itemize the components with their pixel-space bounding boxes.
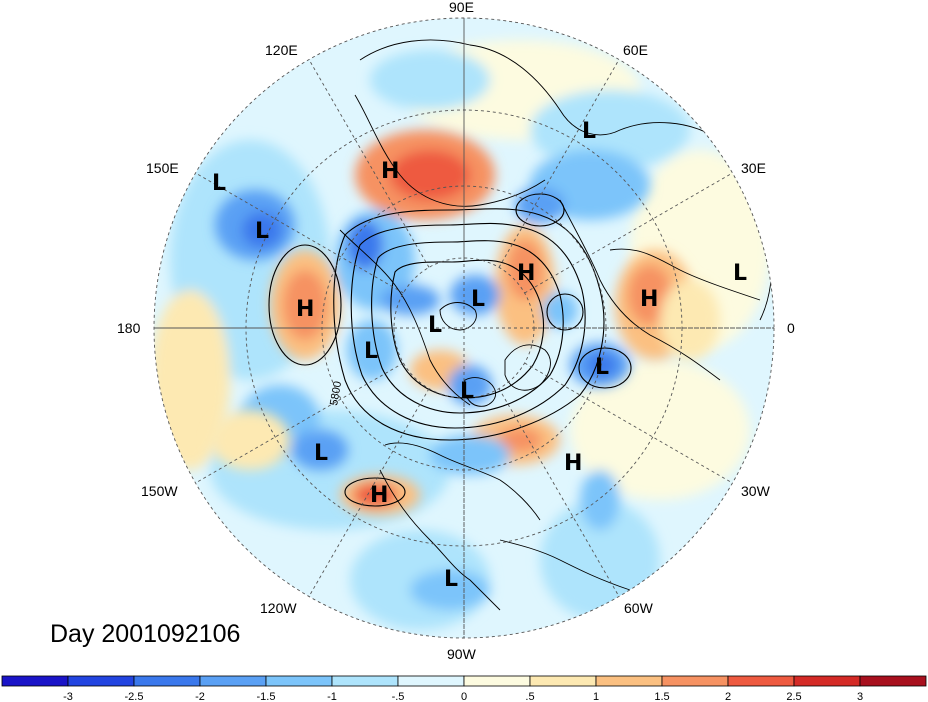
colorbar-box	[661, 675, 729, 687]
colorbar-tick-label: 0	[461, 691, 467, 702]
colorbar-tick-label: 2.5	[786, 691, 801, 702]
colorbar-tick-label: .5	[525, 691, 534, 702]
meridian-line	[195, 172, 404, 294]
colorbar-tick-label: 2	[725, 691, 731, 702]
colorbar-tick-label: 1.5	[654, 691, 669, 702]
map-title: Day 2001092106	[50, 620, 241, 648]
pressure-center-high: H	[517, 261, 535, 286]
colorbar-box	[199, 675, 267, 687]
longitude-labels: 0 30E 60E 90E 120E 150E 180 150W 120W 90…	[117, 0, 795, 662]
pressure-center-high: H	[640, 287, 658, 312]
lon-label-180: 180	[117, 320, 141, 336]
lon-label-30e: 30E	[741, 160, 766, 176]
meridian-line	[308, 59, 430, 268]
lon-label-150w: 150W	[141, 483, 178, 499]
colorbar-box	[133, 675, 201, 687]
coastlines	[339, 39, 773, 621]
lon-label-150e: 150E	[146, 160, 179, 176]
colorbar-box	[265, 675, 333, 687]
pressure-center-low: L	[471, 287, 485, 312]
colorbar-tick-label: -3	[63, 691, 73, 702]
pressure-center-low: L	[212, 171, 226, 196]
meridian-line	[498, 388, 620, 597]
colorbar-box	[529, 675, 597, 687]
colorbar-box	[1, 675, 69, 687]
pressure-center-low: L	[460, 379, 474, 404]
pressure-center-high: H	[381, 159, 399, 184]
colorbar-tick-label: -1	[327, 691, 337, 702]
pressure-center-high: H	[564, 451, 582, 476]
colorbar-box	[727, 675, 795, 687]
colorbar-box	[67, 675, 135, 687]
pressure-center-low: L	[255, 219, 269, 244]
pressure-center-low: L	[582, 119, 596, 144]
colorbar-tick-label: -.5	[392, 691, 405, 702]
colorbar-box	[397, 675, 465, 687]
pressure-center-low: L	[733, 261, 747, 286]
colorbar-tick-label: -2	[195, 691, 205, 702]
lon-label-60w: 60W	[624, 600, 654, 616]
colorbar-box	[331, 675, 399, 687]
lon-label-120w: 120W	[260, 600, 297, 616]
meridian-line	[524, 362, 733, 484]
polar-stereographic-map: 5800 0 30E 60E 90E 120E 150E 180 150W 12…	[117, 0, 795, 662]
pressure-centers: H H L L L L H H L L L L L H H L L	[212, 119, 747, 592]
colorbar-box	[793, 675, 861, 687]
lon-label-30w: 30W	[741, 483, 771, 499]
lon-label-0: 0	[787, 320, 795, 336]
colorbar-tick-label: -2.5	[125, 691, 144, 702]
meridian-line	[524, 172, 733, 294]
meridian-line	[498, 59, 620, 268]
meridian-line	[195, 362, 404, 484]
lon-label-90w: 90W	[447, 646, 477, 662]
map-boundary	[153, 17, 775, 639]
meridian-line	[308, 388, 430, 597]
colorbar-box	[859, 675, 927, 687]
lon-label-60e: 60E	[623, 42, 648, 58]
pressure-center-low: L	[444, 567, 458, 592]
colorbar-tick-label: 1	[593, 691, 599, 702]
pressure-center-low: L	[364, 339, 378, 364]
lon-label-90e: 90E	[449, 0, 474, 15]
colorbar-box	[463, 675, 531, 687]
pressure-center-low: L	[428, 313, 442, 338]
colorbar-box	[595, 675, 663, 687]
pressure-center-low: L	[595, 355, 609, 380]
colorbar-tick-label: 3	[857, 691, 863, 702]
graticule	[154, 18, 774, 638]
pressure-center-high: H	[370, 483, 388, 508]
colorbar: -3 -2.5 -2 -1.5 -1 -.5 0 .5 1 1.5 2 2.5 3	[1, 675, 927, 702]
pressure-center-low: L	[314, 441, 328, 466]
pressure-center-high: H	[296, 297, 314, 322]
lon-label-120e: 120E	[265, 42, 298, 58]
colorbar-tick-label: -1.5	[257, 691, 276, 702]
